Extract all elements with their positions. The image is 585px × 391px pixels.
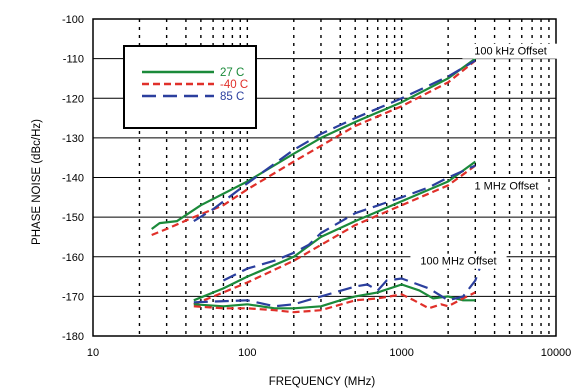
x-tick-label: 1000 — [389, 347, 413, 359]
series-lines — [151, 57, 481, 314]
offset-annotations: 100 kHz Offset 1 MHz Offset 100 MHz Offset — [410, 43, 559, 269]
legend-label: 27 C — [220, 67, 244, 79]
y-tick-label: -170 — [62, 291, 84, 303]
y-tick-label: -100 — [62, 14, 84, 26]
series-line — [193, 291, 476, 314]
y-axis-title: PHASE NOISE (dBc/Hz) — [31, 119, 43, 245]
x-tick-label: 100 — [238, 347, 256, 359]
offset-annotation: 100 MHz Offset — [420, 256, 496, 268]
y-tick-label: -180 — [62, 331, 84, 343]
axes: -180 -170 -160 -150 -140 -130 -120 -110 -100 10 10… — [62, 14, 571, 359]
annotation-background — [462, 43, 559, 59]
x-axis-title: FREQUENCY (MHz) — [269, 376, 376, 388]
series-line — [151, 59, 476, 237]
y-tick-label: -110 — [63, 54, 84, 66]
legend-box — [123, 45, 257, 129]
y-tick-label: -140 — [62, 173, 84, 185]
y-tick-label: -150 — [62, 212, 84, 224]
series-line — [193, 164, 476, 306]
series-line — [193, 59, 476, 223]
offset-annotation: 1 MHz Offset — [475, 180, 539, 192]
y-tick-label: -130 — [62, 133, 84, 145]
x-tick-label: 10 — [87, 347, 99, 359]
y-tick-label: -160 — [62, 252, 84, 264]
offset-annotation: 100 kHz Offset — [474, 46, 547, 58]
legend: 27 C-40 C85 C — [123, 45, 257, 129]
series-line — [222, 164, 476, 282]
x-tick-label: 10000 — [541, 347, 572, 359]
series-line — [151, 57, 476, 230]
plot-frame — [92, 18, 557, 337]
series-line — [193, 160, 476, 302]
annotation-background — [410, 253, 507, 269]
annotation-background — [464, 178, 549, 194]
legend-label: 85 C — [220, 91, 244, 103]
legend-label: -40 C — [220, 79, 248, 91]
series-line — [193, 268, 481, 308]
y-tick-label: -120 — [62, 93, 84, 105]
